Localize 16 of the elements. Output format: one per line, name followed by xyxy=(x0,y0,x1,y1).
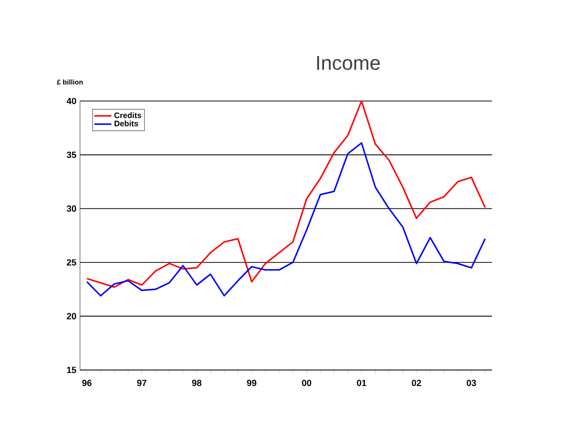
y-tick-label: 25 xyxy=(66,259,76,266)
x-tick-label: 00 xyxy=(302,380,312,386)
y-tick-label: 40 xyxy=(66,98,76,104)
y-tick-label: 30 xyxy=(66,205,76,212)
y-tick-label: 35 xyxy=(66,152,76,158)
x-tick-label: 03 xyxy=(466,380,476,386)
chart-title: Income xyxy=(317,56,380,70)
y-tick-label: 20 xyxy=(66,313,76,320)
x-tick-label: 96 xyxy=(82,380,92,386)
x-tick-label: 98 xyxy=(192,380,202,386)
x-tick-label: 99 xyxy=(247,380,256,386)
x-tick-label: 01 xyxy=(356,380,366,386)
y-tick-label: 15 xyxy=(67,366,76,374)
x-tick-label: 97 xyxy=(137,380,146,386)
line-series xyxy=(86,142,486,297)
x-tick-label: 02 xyxy=(412,380,422,386)
